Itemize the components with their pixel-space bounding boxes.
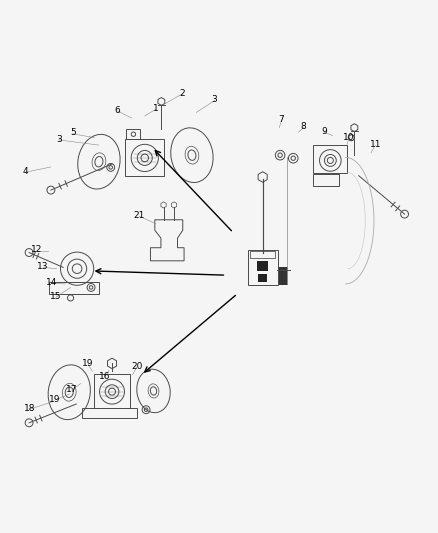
Text: 6: 6 <box>115 106 120 115</box>
Text: 19: 19 <box>82 359 94 368</box>
Text: 21: 21 <box>134 211 145 220</box>
Text: 3: 3 <box>212 95 218 104</box>
Text: 20: 20 <box>131 361 143 370</box>
Text: 13: 13 <box>37 262 49 271</box>
Text: 19: 19 <box>49 395 60 403</box>
Text: 18: 18 <box>24 404 35 413</box>
Bar <box>258 261 268 271</box>
Text: 3: 3 <box>56 134 62 143</box>
Bar <box>258 274 267 282</box>
Text: 7: 7 <box>279 115 284 124</box>
Text: 15: 15 <box>50 292 62 301</box>
Text: 12: 12 <box>31 245 42 254</box>
Text: 16: 16 <box>99 372 110 381</box>
Text: 14: 14 <box>46 278 57 287</box>
Bar <box>279 268 288 285</box>
Text: 10: 10 <box>343 133 355 142</box>
Text: 4: 4 <box>23 167 28 176</box>
Text: 2: 2 <box>179 88 185 98</box>
Text: 9: 9 <box>321 127 327 136</box>
Text: 1: 1 <box>153 104 159 113</box>
Text: 17: 17 <box>66 385 78 394</box>
Text: 8: 8 <box>301 122 307 131</box>
Text: 5: 5 <box>70 128 76 138</box>
Text: 11: 11 <box>370 140 381 149</box>
